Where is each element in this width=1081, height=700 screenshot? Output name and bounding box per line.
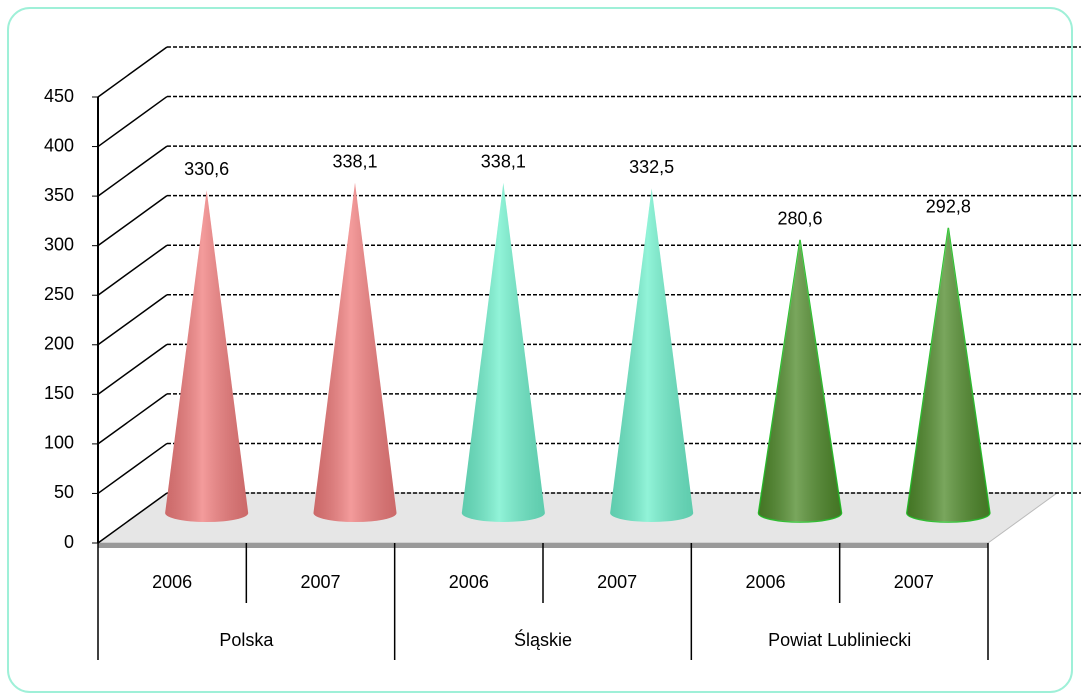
- y-tick-label: 250: [44, 284, 74, 304]
- y-tick-label: 350: [44, 185, 74, 205]
- x-tick-label: 2007: [894, 572, 934, 592]
- value-label: 280,6: [777, 209, 822, 229]
- y-tick-label: 50: [54, 482, 74, 502]
- group-label: Polska: [219, 630, 274, 650]
- value-label: 332,5: [629, 157, 674, 177]
- x-tick-label: 2007: [597, 572, 637, 592]
- group-label: Śląskie: [514, 629, 572, 650]
- value-label: 292,8: [926, 197, 971, 217]
- y-tick-label: 100: [44, 433, 74, 453]
- chart: 0 50 100 150 200 250 300 350 400 450 2006 2007 2006 2…: [0, 0, 1081, 700]
- x-tick-label: 2007: [300, 572, 340, 592]
- value-label: 330,6: [184, 159, 229, 179]
- y-tick-label: 200: [44, 334, 74, 354]
- y-tick-label: 0: [64, 532, 74, 552]
- value-label: 338,1: [332, 152, 377, 172]
- y-tick-label: 450: [44, 86, 74, 106]
- y-tick-label: 150: [44, 383, 74, 403]
- y-tick-label: 400: [44, 135, 74, 155]
- x-tick-label: 2006: [449, 572, 489, 592]
- group-label: Powiat Lubliniecki: [768, 630, 911, 650]
- value-label: 338,1: [481, 152, 526, 172]
- x-tick-label: 2006: [152, 572, 192, 592]
- y-tick-label: 300: [44, 234, 74, 254]
- x-tick-label: 2006: [745, 572, 785, 592]
